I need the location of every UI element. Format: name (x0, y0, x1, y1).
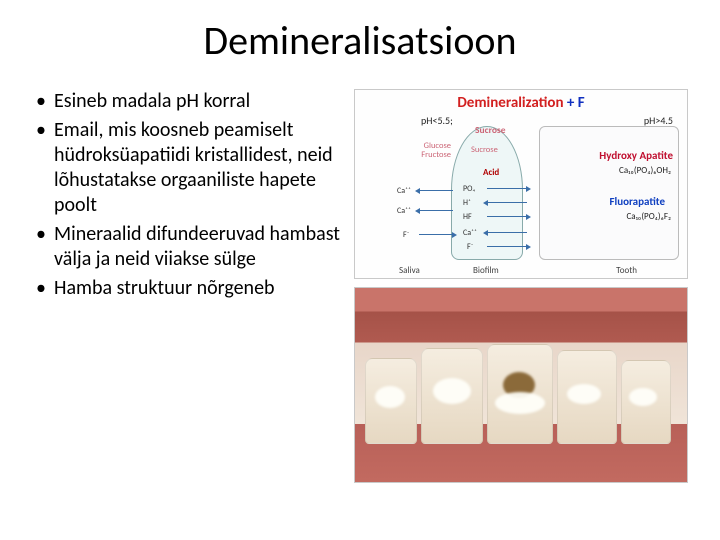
lesion-white (567, 384, 601, 404)
ion-f-bio: F⁻ (467, 242, 474, 252)
sucrose2-label: Sucrose (471, 146, 498, 155)
bullet-item: Esineb madala pH korral (32, 89, 342, 114)
ion-h: H⁺ (463, 198, 471, 208)
bullet-item: Email, mis koosneb peamiselt hüdroksüapa… (32, 118, 342, 218)
ion-ca-outer2: Ca⁺⁺ (397, 206, 411, 216)
bullet-list: Esineb madala pH korral Email, mis koosn… (32, 89, 342, 301)
diagram-title-plusf: + F (564, 94, 585, 112)
lesion-white (433, 378, 471, 404)
ion-hf: HF (463, 212, 472, 222)
arrow-icon (487, 246, 527, 247)
saliva-label: Saliva (399, 266, 420, 275)
biofilm-label: Biofilm (473, 266, 499, 275)
tooth-region (539, 126, 679, 260)
arrow-icon (419, 190, 453, 191)
lesion-white (375, 386, 405, 408)
arrow-icon (487, 202, 527, 203)
slide: Demineralisatsioon Esineb madala pH korr… (0, 0, 720, 540)
diagram-title-dem: Demineralization (457, 94, 563, 112)
arrow-icon (419, 210, 453, 211)
ion-ca-outer: Ca⁺⁺ (397, 186, 411, 196)
ion-f-outer: F⁻ (403, 230, 410, 240)
acid-label: Acid (483, 168, 499, 177)
diagram-title: Demineralization + F (355, 94, 687, 112)
clinical-photo (354, 287, 688, 483)
lesion-white (495, 392, 545, 414)
arrow-icon (419, 234, 453, 235)
arrow-icon (487, 232, 527, 233)
fluorapatite-label: Fluorapatite (609, 196, 665, 208)
text-column: Esineb madala pH korral Email, mis koosn… (32, 89, 342, 483)
arrow-icon (487, 216, 527, 217)
fluorapatite-formula: Ca₁₀(PO₄)₆F₂ (626, 212, 671, 221)
ph-left-label: pH<5.5; (421, 114, 453, 127)
lesion-white (629, 388, 657, 406)
content-row: Esineb madala pH korral Email, mis koosn… (32, 89, 688, 483)
sucrose-label: Sucrose (475, 126, 506, 136)
demineralization-diagram: Demineralization + F pH<5.5; pH>4.5 Sucr… (354, 89, 688, 279)
tooth-label: Tooth (616, 266, 637, 275)
glucose-fructose-label: Glucose Fructose (407, 142, 451, 160)
ion-ca-bio: Ca⁺⁺ (463, 228, 477, 238)
arrow-icon (487, 188, 527, 189)
ion-po4: PO₄ (463, 184, 475, 194)
bullet-item: Mineraalid difundeeruvad hambast välja j… (32, 222, 342, 272)
hydroxyapatite-formula: Ca₁₀(PO₄)₆OH₂ (619, 166, 671, 175)
bullet-item: Hamba struktuur nõrgeneb (32, 276, 342, 301)
slide-title: Demineralisatsioon (32, 16, 688, 65)
image-column: Demineralization + F pH<5.5; pH>4.5 Sucr… (354, 89, 688, 483)
hydroxyapatite-label: Hydroxy Apatite (599, 150, 673, 162)
